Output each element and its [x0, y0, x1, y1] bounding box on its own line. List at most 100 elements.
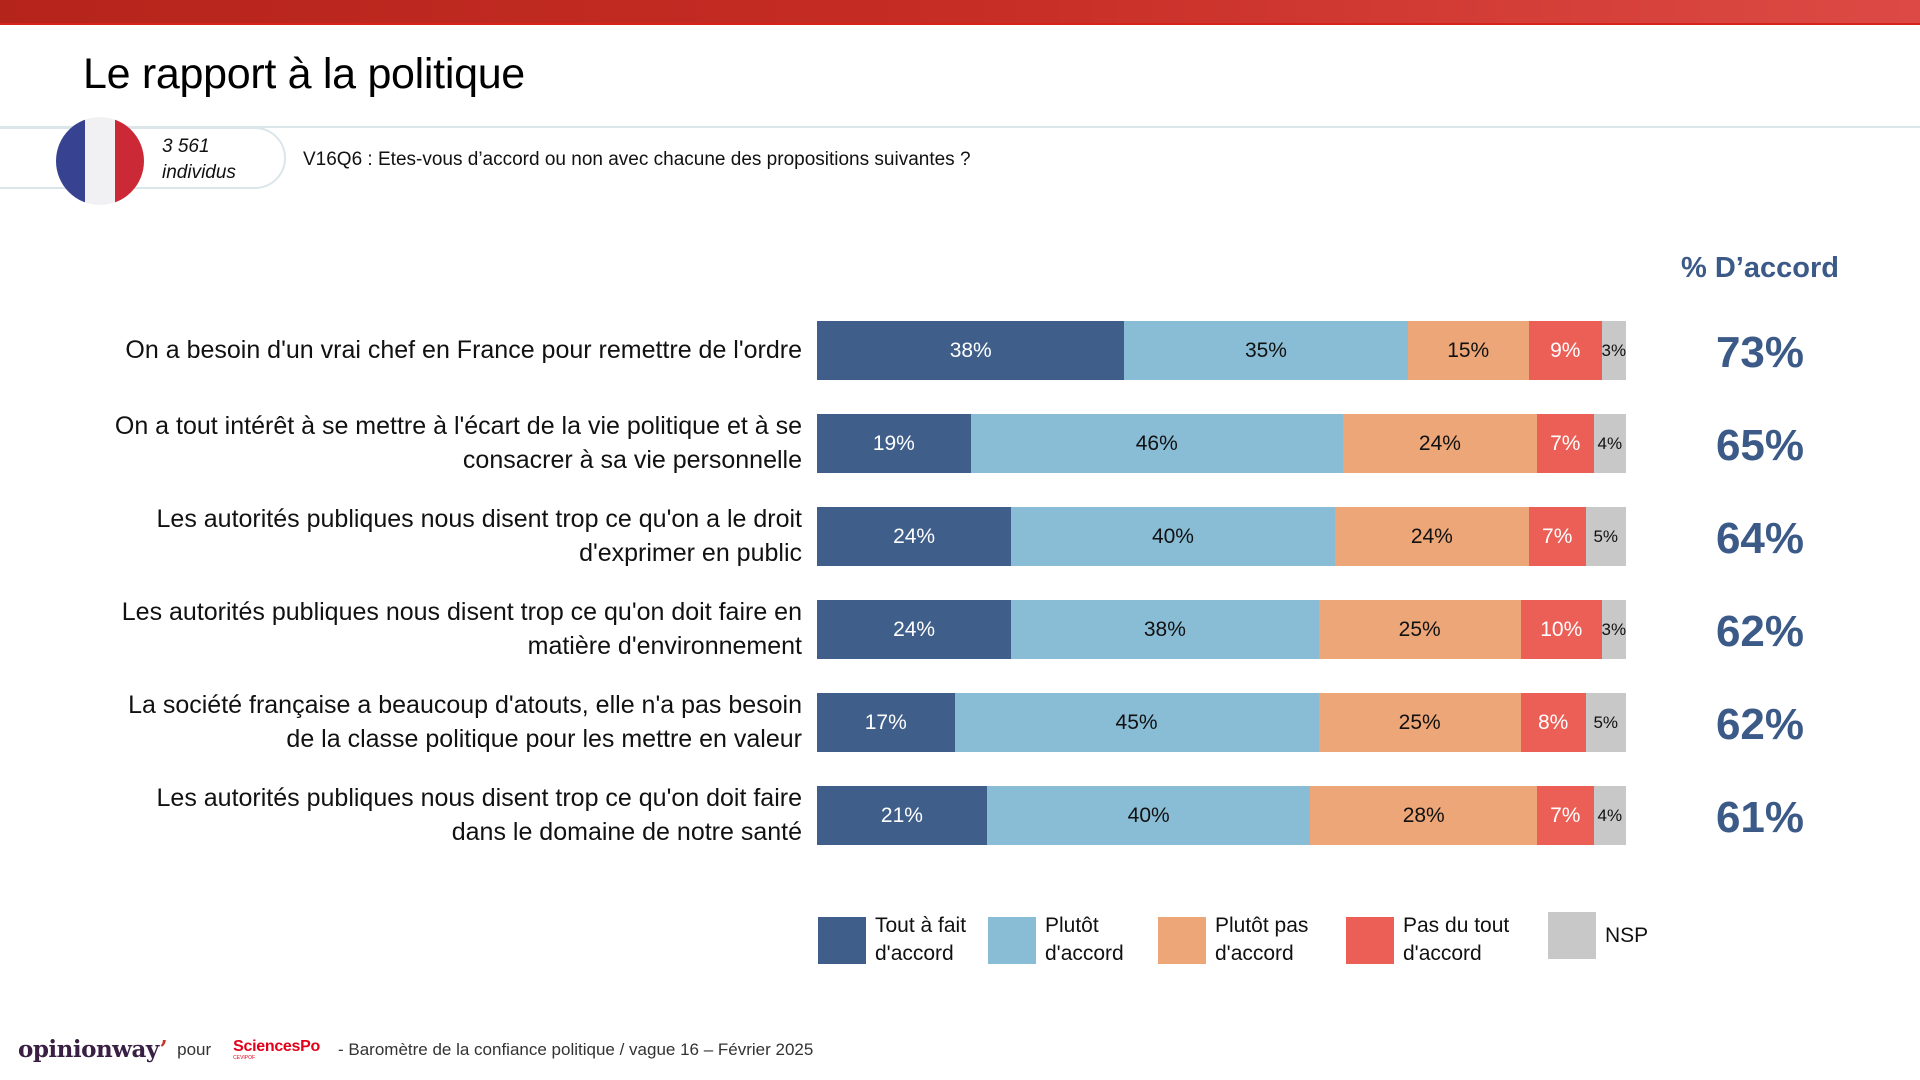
bar-value-label: 28% — [1402, 803, 1445, 827]
bar-segment-plut-t-pas-d-accord: 15% — [1407, 321, 1529, 380]
bar-value-label: 24% — [893, 617, 936, 641]
agree-total-value: 64% — [1715, 514, 1805, 563]
bar-segment-pas-du-tout-d-accord: 10% — [1520, 600, 1602, 659]
sample-pill — [0, 127, 286, 189]
legend-label: Tout à fait d'accord — [875, 912, 966, 968]
bar-value-label: 25% — [1398, 617, 1441, 641]
bar-segment-pas-du-tout-d-accord: 7% — [1536, 786, 1594, 845]
agree-total-value: 62% — [1715, 700, 1805, 749]
agree-total-value: 73% — [1715, 328, 1805, 377]
row-label-line: On a tout intérêt à se mettre à l'écart … — [114, 412, 802, 440]
legend-item: Plutôt d'accord — [988, 912, 1124, 968]
row-label: Les autorités publiques nous disent trop… — [60, 501, 802, 571]
bar-segment-plut-t-pas-d-accord: 24% — [1342, 414, 1537, 473]
bar-segment-nsp: 4% — [1593, 786, 1626, 845]
row-label-line: La société française a beaucoup d'atouts… — [128, 691, 802, 719]
top-accent-bar — [0, 0, 1920, 25]
bar-segment-nsp: 5% — [1585, 693, 1626, 752]
bar-value-label: 8% — [1537, 710, 1569, 734]
bar-segment-plut-t-d-accord: 35% — [1124, 321, 1408, 380]
legend-label-line: Tout à fait — [875, 914, 967, 937]
legend-swatch — [988, 916, 1036, 964]
bar-value-label: 17% — [864, 710, 907, 734]
bar-segment-tout-fait-d-accord: 17% — [817, 693, 955, 752]
bar-value-label: 45% — [1115, 710, 1158, 734]
page-title: Le rapport à la politique — [83, 50, 525, 98]
sciencespo-logo-text: SciencesPo — [233, 1037, 320, 1055]
legend-item: Plutôt pas d'accord — [1158, 912, 1308, 968]
bar-value-label: 9% — [1550, 338, 1581, 362]
bar-value-label: 4% — [1597, 805, 1623, 825]
bar-value-label: 24% — [1410, 524, 1453, 548]
legend-swatch — [1346, 916, 1394, 964]
legend-swatch — [1158, 916, 1206, 964]
bar-value-label: 5% — [1593, 712, 1619, 732]
bar-segment-tout-fait-d-accord: 21% — [817, 786, 987, 845]
sciencespo-logo: SciencesPo CEVIPOF — [233, 1037, 320, 1061]
legend-label-line: Plutôt pas — [1215, 914, 1309, 937]
legend-label: NSP — [1605, 922, 1648, 950]
sample-size: 3 561 individus — [162, 134, 236, 186]
legend-label-line: d'accord — [1045, 942, 1124, 965]
legend-label-line: d'accord — [875, 942, 954, 965]
legend-label-line: NSP — [1605, 923, 1649, 947]
bar-segment-pas-du-tout-d-accord: 8% — [1520, 693, 1586, 752]
bar-segment-pas-du-tout-d-accord: 9% — [1528, 321, 1602, 380]
bar-value-label: 38% — [949, 338, 992, 362]
row-label-line: Les autorités publiques nous disent trop… — [156, 505, 802, 533]
agree-total-value: 65% — [1715, 421, 1805, 470]
stacked-bar: 17% 45% 25% 8% 5% — [817, 693, 1626, 752]
stacked-bar: 19% 46% 24% 7% 4% — [817, 414, 1626, 473]
bar-value-label: 15% — [1447, 338, 1490, 362]
footer: opinionway’ pour SciencesPo CEVIPOF - Ba… — [18, 1036, 813, 1063]
bar-segment-plut-t-d-accord: 45% — [954, 693, 1319, 752]
bar-value-label: 19% — [872, 431, 915, 455]
opinionway-logo-mark: ’ — [159, 1036, 168, 1063]
bar-value-label: 40% — [1151, 524, 1194, 548]
bar-segment-tout-fait-d-accord: 19% — [817, 414, 971, 473]
legend-swatch — [1548, 912, 1596, 959]
bar-segment-plut-t-d-accord: 40% — [1011, 507, 1335, 566]
bar-value-label: 3% — [1601, 619, 1627, 639]
row-label-line: Les autorités publiques nous disent trop… — [156, 784, 802, 812]
row-label: On a tout intérêt à se mettre à l'écart … — [60, 408, 802, 478]
bar-value-label: 21% — [880, 803, 923, 827]
row-label-line: On a besoin d'un vrai chef en France pou… — [125, 336, 802, 364]
legend-label-line: Plutôt — [1045, 914, 1099, 937]
bar-segment-plut-t-d-accord: 40% — [986, 786, 1311, 845]
stacked-bar: 21% 40% 28% 7% 4% — [817, 786, 1626, 845]
legend-item: Pas du tout d'accord — [1346, 912, 1509, 968]
stacked-bar: 24% 38% 25% 10% 3% — [817, 600, 1626, 659]
agree-total-value: 62% — [1715, 607, 1805, 656]
bar-segment-nsp: 5% — [1585, 507, 1626, 566]
sample-unit: individus — [162, 162, 236, 183]
header-divider — [0, 126, 1920, 128]
bar-segment-plut-t-pas-d-accord: 24% — [1334, 507, 1529, 566]
bar-value-label: 25% — [1398, 710, 1441, 734]
france-flag-icon — [56, 117, 144, 205]
sample-count: 3 561 — [162, 136, 210, 157]
bar-value-label: 24% — [893, 524, 936, 548]
bar-value-label: 3% — [1601, 340, 1627, 360]
legend-item: NSP — [1548, 912, 1648, 959]
row-label: Les autorités publiques nous disent trop… — [60, 594, 802, 664]
bar-value-label: 38% — [1143, 617, 1186, 641]
row-label-line: d'exprimer en public — [579, 539, 802, 567]
bar-segment-tout-fait-d-accord: 24% — [817, 600, 1012, 659]
bar-value-label: 7% — [1550, 431, 1581, 455]
row-label: On a besoin d'un vrai chef en France pou… — [60, 315, 802, 385]
bar-segment-plut-t-pas-d-accord: 25% — [1318, 693, 1521, 752]
bar-value-label: 7% — [1550, 803, 1581, 827]
row-label-line: consacrer à sa vie personnelle — [462, 446, 802, 474]
bar-value-label: 10% — [1540, 617, 1583, 641]
bar-segment-pas-du-tout-d-accord: 7% — [1536, 414, 1594, 473]
row-label-line: Les autorités publiques nous disent trop… — [121, 598, 802, 626]
bar-segment-nsp: 3% — [1602, 321, 1626, 380]
bar-value-label: 40% — [1127, 803, 1170, 827]
bar-value-label: 24% — [1418, 431, 1461, 455]
bar-segment-nsp: 3% — [1602, 600, 1626, 659]
row-label: Les autorités publiques nous disent trop… — [60, 780, 802, 850]
question-text: V16Q6 : Etes-vous d’accord ou non avec c… — [303, 149, 971, 170]
legend-label: Plutôt pas d'accord — [1215, 912, 1308, 968]
bar-segment-plut-t-d-accord: 38% — [1011, 600, 1319, 659]
